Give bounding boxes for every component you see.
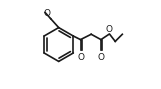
Text: O: O	[77, 53, 84, 61]
Text: O: O	[97, 53, 104, 61]
Text: O: O	[105, 25, 113, 34]
Text: O: O	[43, 9, 50, 18]
